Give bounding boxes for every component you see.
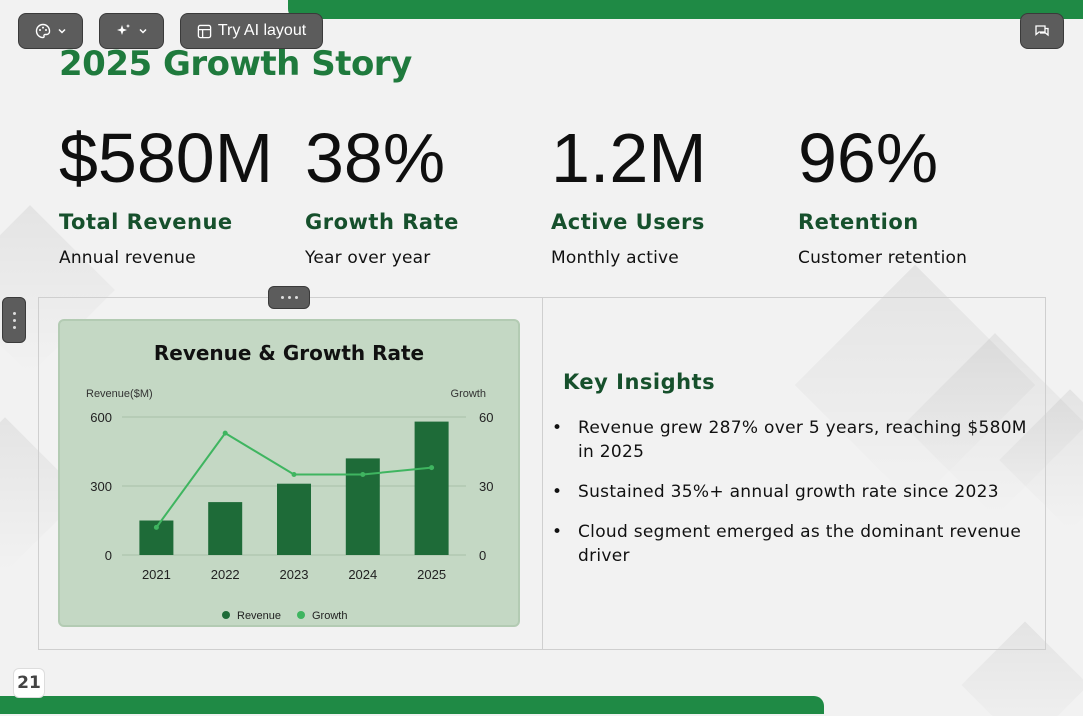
stat-label: Growth Rate bbox=[305, 210, 459, 234]
x-tick-label: 2023 bbox=[280, 567, 309, 582]
growth-point bbox=[222, 430, 228, 436]
theme-button[interactable] bbox=[18, 13, 83, 49]
legend-growth-label: Growth bbox=[312, 610, 347, 622]
try-ai-layout-button[interactable]: Try AI layout bbox=[180, 13, 323, 49]
stat-revenue: $580M Total Revenue Annual revenue bbox=[59, 118, 304, 268]
legend-revenue-marker bbox=[222, 611, 230, 619]
row-drag-handle[interactable] bbox=[2, 297, 26, 343]
insights-list: Revenue grew 287% over 5 years, reaching… bbox=[552, 416, 1033, 568]
insights-section: Key Insights Revenue grew 287% over 5 ye… bbox=[552, 370, 1033, 584]
stat-subtext: Customer retention bbox=[798, 248, 968, 268]
revenue-bar bbox=[414, 421, 449, 555]
ai-magic-button[interactable] bbox=[99, 13, 164, 49]
x-tick-label: 2021 bbox=[142, 567, 171, 582]
try-ai-layout-label: Try AI layout bbox=[217, 22, 307, 39]
y2-tick-label: 60 bbox=[479, 410, 493, 425]
sparkle-icon bbox=[116, 24, 130, 35]
stat-subtext: Monthly active bbox=[551, 248, 679, 268]
stat-label: Total Revenue bbox=[59, 210, 233, 234]
stat-subtext: Year over year bbox=[305, 248, 431, 268]
chevron-down-icon bbox=[57, 28, 66, 34]
insights-heading: Key Insights bbox=[563, 370, 716, 394]
revenue-growth-chart: 0 300 600 0 30 60 Revenue($M) Growth 2021 2022 202… bbox=[86, 388, 493, 622]
content-panel[interactable] bbox=[38, 297, 1046, 650]
insight-item: Cloud segment emerged as the dominant re… bbox=[552, 520, 1033, 568]
growth-point bbox=[153, 524, 159, 530]
comment-icon bbox=[1035, 25, 1049, 37]
chevron-down-icon bbox=[138, 28, 147, 34]
y2-tick-label: 30 bbox=[479, 479, 493, 494]
stat-value: $580M bbox=[59, 119, 274, 197]
top-accent-bar bbox=[288, 0, 1083, 19]
stat-value: 96% bbox=[798, 119, 939, 197]
stat-value: 1.2M bbox=[551, 119, 707, 197]
slide-title: 2025 Growth Story bbox=[59, 44, 412, 84]
growth-point bbox=[429, 465, 435, 471]
layout-icon bbox=[197, 24, 212, 38]
x-tick-label: 2022 bbox=[211, 567, 240, 582]
x-tick-label: 2024 bbox=[348, 567, 377, 582]
stat-growth: 38% Growth Rate Year over year bbox=[305, 118, 550, 268]
legend-revenue-label: Revenue bbox=[237, 610, 281, 622]
page-number-badge[interactable]: 21 bbox=[13, 668, 45, 698]
insight-item: Sustained 35%+ annual growth rate since … bbox=[552, 480, 1033, 504]
growth-point bbox=[291, 472, 297, 477]
y-tick-label: 600 bbox=[90, 410, 112, 425]
y2-axis-label: Growth bbox=[451, 388, 486, 400]
stat-users: 1.2M Active Users Monthly active bbox=[551, 118, 796, 268]
legend-growth-marker bbox=[297, 611, 305, 619]
stat-label: Active Users bbox=[551, 210, 705, 234]
stat-value: 38% bbox=[305, 119, 446, 197]
panel-divider bbox=[542, 298, 543, 649]
chart-title: Revenue & Growth Rate bbox=[153, 341, 425, 365]
stat-subtext: Annual revenue bbox=[59, 248, 196, 268]
y-tick-label: 300 bbox=[90, 479, 112, 494]
bottom-accent-bar bbox=[0, 696, 824, 714]
y-tick-label: 0 bbox=[105, 548, 112, 563]
growth-point bbox=[360, 472, 366, 477]
x-tick-label: 2025 bbox=[417, 567, 446, 582]
revenue-bar bbox=[277, 483, 311, 555]
insight-item: Revenue grew 287% over 5 years, reaching… bbox=[552, 416, 1033, 464]
stat-label: Retention bbox=[798, 210, 919, 234]
panel-drag-handle[interactable] bbox=[268, 286, 310, 309]
y2-tick-label: 0 bbox=[479, 548, 486, 563]
stat-retention: 96% Retention Customer retention bbox=[798, 118, 1043, 268]
palette-icon bbox=[35, 23, 50, 39]
revenue-bar bbox=[208, 502, 243, 555]
chart-card[interactable]: Revenue & Growth Rate 0 300 600 0 30 60 Revenu… bbox=[58, 319, 520, 627]
y-axis-label: Revenue($M) bbox=[86, 388, 153, 400]
comments-button[interactable] bbox=[1020, 13, 1064, 49]
